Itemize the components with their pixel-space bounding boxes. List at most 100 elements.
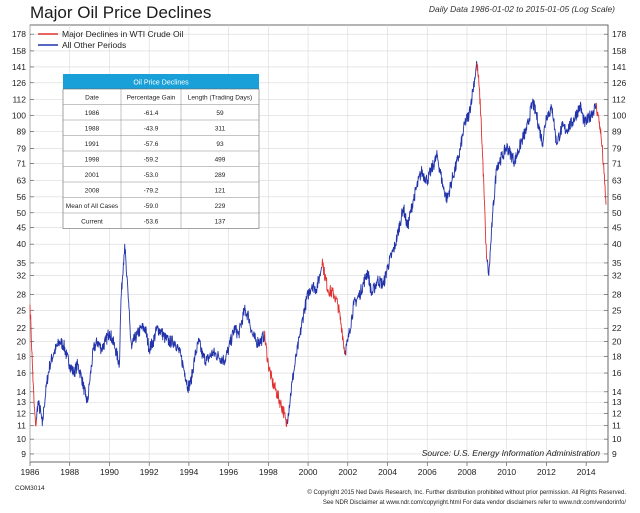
y-tick-right-79: 79 <box>612 143 622 153</box>
y-tick-left-158: 158 <box>12 46 26 56</box>
y-tick-left-32: 32 <box>17 271 27 281</box>
x-tick-2002: 2002 <box>338 467 357 477</box>
table-cell: 2008 <box>85 188 100 195</box>
y-tick-right-71: 71 <box>612 158 622 168</box>
x-tick-2006: 2006 <box>418 467 437 477</box>
y-tick-right-45: 45 <box>612 223 622 233</box>
y-tick-left-35: 35 <box>17 258 27 268</box>
x-tick-1990: 1990 <box>100 467 119 477</box>
y-tick-left-126: 126 <box>12 78 26 88</box>
y-tick-left-45: 45 <box>17 223 27 233</box>
y-tick-left-20: 20 <box>17 337 27 347</box>
oil-price-chart: Major Oil Price Declines Daily Data 1986… <box>0 0 640 513</box>
y-tick-right-56: 56 <box>612 192 622 202</box>
y-tick-right-32: 32 <box>612 271 622 281</box>
copyright-note: © Copyright 2015 Ned Davis Research, Inc… <box>307 489 626 496</box>
y-tick-left-71: 71 <box>17 158 27 168</box>
table-cell: 59 <box>216 110 224 117</box>
chart-subtitle: Daily Data 1986-01-02 to 2015-01-05 (Log… <box>429 4 615 14</box>
y-tick-left-79: 79 <box>17 143 27 153</box>
legend-declines: Major Declines in WTI Crude Oil <box>62 29 184 39</box>
y-tick-left-12: 12 <box>17 408 27 418</box>
y-tick-right-141: 141 <box>612 62 626 72</box>
table-header-cell: Length (Trading Days) <box>188 95 252 102</box>
table-cell: 121 <box>215 188 226 195</box>
table-cell: -53.6 <box>144 219 159 226</box>
x-tick-1994: 1994 <box>179 467 198 477</box>
chart-code: COM3014 <box>15 485 45 492</box>
table-cell: 289 <box>215 172 226 179</box>
x-tick-1992: 1992 <box>140 467 159 477</box>
source-note: Source: U.S. Energy Information Administ… <box>422 448 601 458</box>
y-tick-left-16: 16 <box>17 368 27 378</box>
y-tick-left-56: 56 <box>17 192 27 202</box>
y-tick-left-22: 22 <box>17 323 27 333</box>
table-cell: -53.0 <box>144 172 159 179</box>
table-cell: Current <box>81 219 103 226</box>
y-tick-right-9: 9 <box>612 449 617 459</box>
x-axis: 1986 1988 1990 1992 1994 1996 1998 2000 2002 2004… <box>21 462 596 477</box>
y-tick-left-10: 10 <box>17 434 27 444</box>
legend-other: All Other Periods <box>62 40 126 50</box>
y-tick-left-178: 178 <box>12 29 26 39</box>
table-cell: 229 <box>215 203 226 210</box>
y-tick-right-35: 35 <box>612 258 622 268</box>
table-cell: 137 <box>215 219 226 226</box>
y-tick-left-11: 11 <box>17 421 26 431</box>
y-tick-left-25: 25 <box>17 305 27 315</box>
y-tick-right-28: 28 <box>612 289 622 299</box>
x-tick-2008: 2008 <box>458 467 477 477</box>
table-cell: 1988 <box>85 126 100 133</box>
table-cell: 1986 <box>85 110 100 117</box>
y-tick-right-13: 13 <box>612 397 622 407</box>
y-tick-right-20: 20 <box>612 337 622 347</box>
y-tick-right-14: 14 <box>612 387 622 397</box>
x-tick-2000: 2000 <box>299 467 318 477</box>
y-tick-right-25: 25 <box>612 305 622 315</box>
table-cell: -59.0 <box>144 203 159 210</box>
y-tick-right-126: 126 <box>612 78 626 88</box>
table-title: Oil Price Declines <box>133 80 189 87</box>
table-cell: 499 <box>215 157 226 164</box>
y-tick-left-50: 50 <box>17 208 27 218</box>
table-cell: 93 <box>216 141 224 148</box>
x-tick-1986: 1986 <box>21 467 40 477</box>
x-tick-1988: 1988 <box>60 467 79 477</box>
y-tick-left-18: 18 <box>17 351 27 361</box>
y-tick-right-112: 112 <box>612 94 626 104</box>
y-tick-right-16: 16 <box>612 368 622 378</box>
table-cell: -59.2 <box>144 157 159 164</box>
y-tick-left-100: 100 <box>12 110 26 120</box>
y-tick-left-28: 28 <box>17 289 27 299</box>
y-tick-right-178: 178 <box>612 29 626 39</box>
y-tick-left-141: 141 <box>12 62 26 72</box>
y-tick-right-50: 50 <box>612 208 622 218</box>
y-tick-right-18: 18 <box>612 351 622 361</box>
y-tick-right-10: 10 <box>612 434 622 444</box>
disclaimer-note: See NDR Disclaimer at www.ndr.com/copyri… <box>323 500 626 506</box>
table-header-cell: Date <box>85 95 99 102</box>
y-tick-left-40: 40 <box>17 239 27 249</box>
y-tick-left-112: 112 <box>12 94 26 104</box>
y-tick-right-63: 63 <box>612 175 622 185</box>
table-header-cell: Percentage Gain <box>127 95 176 102</box>
x-tick-2004: 2004 <box>378 467 397 477</box>
y-tick-left-9: 9 <box>21 449 26 459</box>
y-tick-right-89: 89 <box>612 127 622 137</box>
y-tick-right-22: 22 <box>612 323 622 333</box>
table-cell: Mean of All Cases <box>66 203 119 210</box>
x-tick-2010: 2010 <box>497 467 516 477</box>
y-tick-right-100: 100 <box>612 110 626 120</box>
table-cell: 1998 <box>85 157 100 164</box>
table-cell: 2001 <box>85 172 100 179</box>
y-tick-right-158: 158 <box>612 46 626 56</box>
y-tick-right-40: 40 <box>612 239 622 249</box>
x-tick-2012: 2012 <box>537 467 556 477</box>
table-cell: 311 <box>215 126 226 133</box>
x-tick-1998: 1998 <box>259 467 278 477</box>
y-tick-left-13: 13 <box>17 397 27 407</box>
table-cell: 1991 <box>85 141 100 148</box>
table-cell: -43.9 <box>144 126 159 133</box>
x-tick-2014: 2014 <box>577 467 596 477</box>
y-tick-right-11: 11 <box>612 421 621 431</box>
